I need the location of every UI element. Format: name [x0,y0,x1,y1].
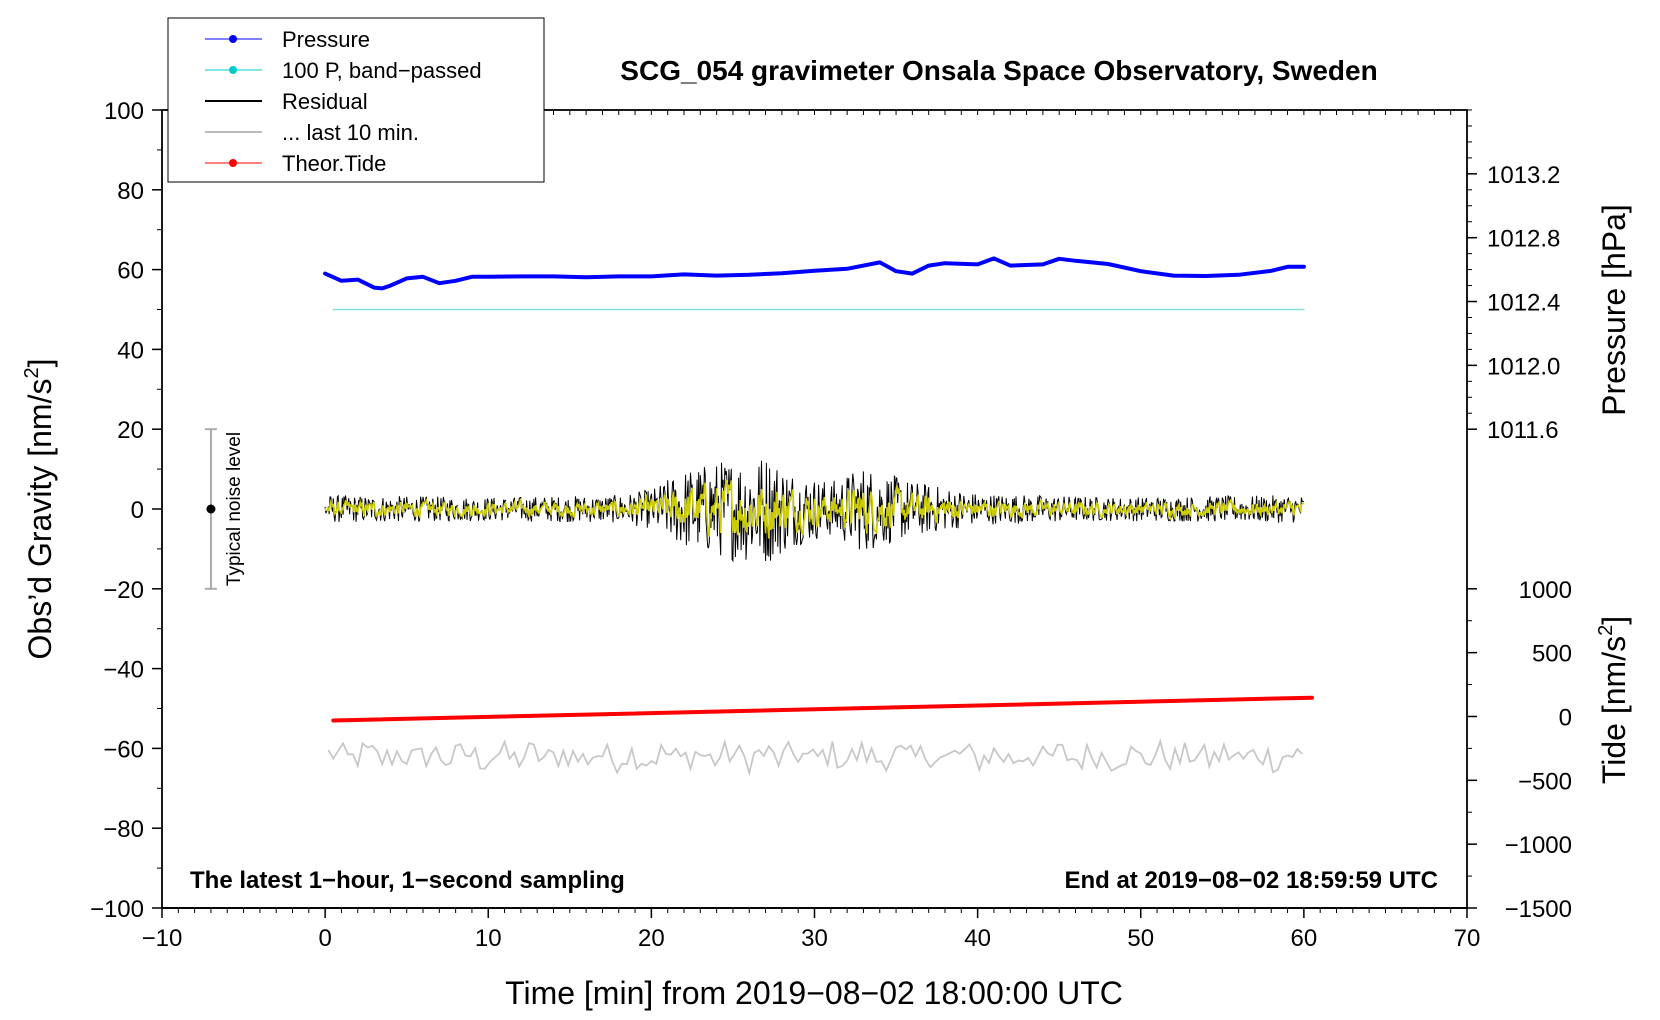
y-axis-gravity: −100 −80 −60 −40 −20 0 20 40 60 80 100 [90,98,162,923]
residual-smoothed-line [324,479,1305,539]
x-tick-label: 20 [638,925,665,952]
y-tick-label: −80 [103,816,144,843]
x-tick-label: 0 [318,925,331,952]
noise-center-dot [206,504,216,514]
end-time-annotation: End at 2019−08−02 18:59:59 UTC [1064,867,1438,894]
y-tick-label: −40 [103,657,144,684]
y-tick-label: 20 [117,417,144,444]
tide-tick-label: −1500 [1505,896,1572,923]
theoretical-tide-line [331,695,1314,723]
tide-axis-label: Tide [nm/s2] [1595,616,1632,784]
tide-tick-label: 500 [1532,641,1572,668]
legend-label: 100 P, band−passed [282,58,482,83]
y-tick-label: 60 [117,258,144,285]
x-tick-label: 70 [1454,925,1481,952]
y-tick-label: −20 [103,577,144,604]
pressure-line [323,256,1306,291]
tide-axis-label-main: Tide [nm/s [1596,636,1632,784]
x-tick-label: 40 [964,925,991,952]
tide-tick-label: −500 [1518,768,1572,795]
pressure-tick-label: 1012.4 [1487,290,1560,317]
y-tick-label: 0 [131,497,144,524]
y-axis-pressure: 1011.6 1012.0 1012.4 1012.8 1013.2 [1467,109,1560,444]
x-tick-label: 50 [1127,925,1154,952]
y-tick-label: 100 [104,98,144,125]
x-axis: −10 0 10 20 30 40 50 60 70 [142,110,1481,952]
x-tick-label: 10 [475,925,502,952]
sampling-annotation: The latest 1−hour, 1−second sampling [190,867,625,894]
tide-tick-label: −1000 [1505,832,1572,859]
x-tick-label: 60 [1291,925,1318,952]
y-axis-label-close: ] [22,359,58,368]
x-tick-label: −10 [142,925,183,952]
legend: Pressure 100 P, band−passed Residual ... la… [167,17,545,183]
x-axis-label: Time [min] from 2019−08−02 18:00:00 UTC [505,975,1123,1011]
pressure-tick-label: 1011.6 [1487,417,1559,444]
y-axis-label-sup: 2 [21,367,43,378]
legend-swatch-marker [229,35,237,43]
legend-swatch-marker [229,66,237,74]
last-10-min-line [327,738,1303,777]
x-tick-label: 30 [801,925,828,952]
legend-swatch-marker [229,159,237,167]
y-tick-label: 80 [117,178,144,205]
pressure-tick-label: 1012.8 [1487,226,1560,253]
y-tick-label: 40 [117,337,144,364]
tide-axis-label-sup: 2 [1595,625,1617,636]
plot-area [161,109,1468,909]
typical-noise-indicator: Typical noise level [204,428,245,590]
legend-label: Residual [282,89,368,114]
pressure-tick-label: 1013.2 [1487,162,1560,189]
chart-title: SCG_054 gravimeter Onsala Space Observat… [620,55,1377,86]
legend-label: ... last 10 min. [282,120,419,145]
tide-tick-label: 1000 [1519,577,1572,604]
y-axis-tide: −1500 −1000 −500 0 500 1000 [1467,577,1572,923]
residual-line [324,460,1305,563]
tide-tick-label: 0 [1559,704,1572,731]
pressure-axis-label: Pressure [hPa] [1596,204,1632,416]
noise-label: Typical noise level [224,432,245,586]
y-axis-label: Obs’d Gravity [nm/s2] [21,359,58,660]
pressure-tick-label: 1012.0 [1487,353,1560,380]
legend-label: Theor.Tide [282,151,386,176]
y-tick-label: −100 [90,896,144,923]
y-axis-label-main: Obs’d Gravity [nm/s [22,379,58,660]
y-tick-label: −60 [103,736,144,763]
series-layer [323,256,1314,777]
legend-label: Pressure [282,27,370,52]
tide-axis-label-close: ] [1596,616,1632,625]
